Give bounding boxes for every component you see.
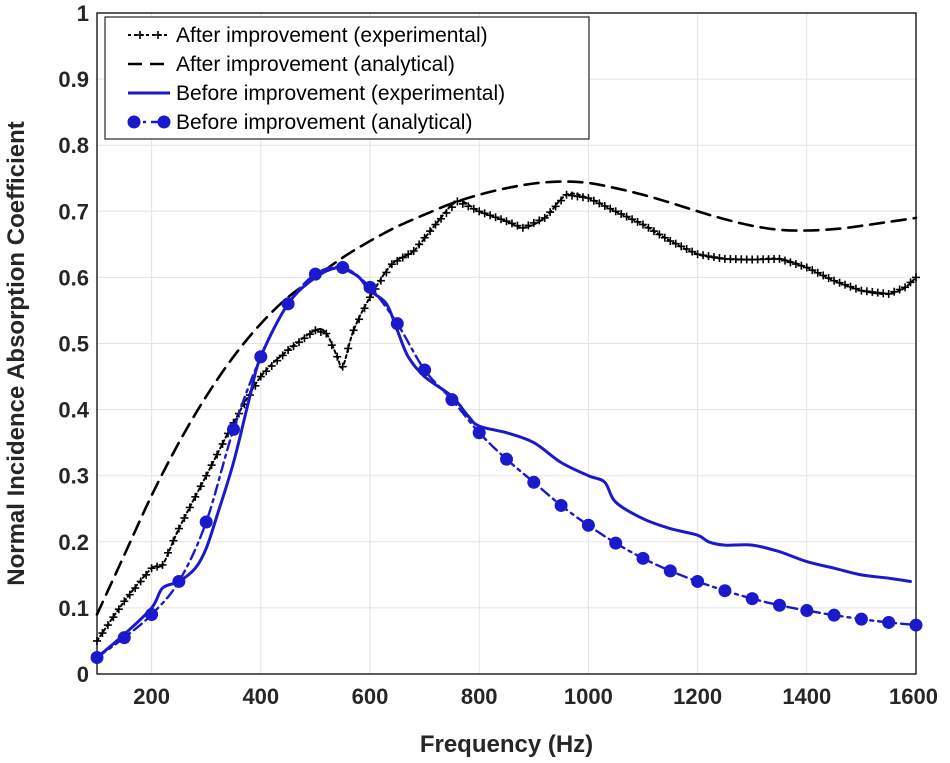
data-point (336, 260, 350, 274)
legend-label: Before improvement (experimental) (176, 82, 505, 105)
y-tick-label: 0.1 (58, 596, 89, 621)
data-point (909, 618, 923, 632)
y-tick-label: 0.8 (58, 133, 89, 158)
data-point (199, 515, 213, 529)
y-tick-label: 0.9 (58, 67, 89, 92)
series-line (95, 180, 918, 616)
y-tick-label: 0.3 (58, 464, 89, 489)
series-2 (95, 265, 912, 659)
legend-dot (157, 115, 171, 129)
data-point (418, 363, 432, 377)
tick-labels: 200 400 600 800 1000 1200 1400 1600 0 0.1 0.2 0.3 0.… (58, 1, 938, 709)
data-point (254, 350, 268, 364)
data-point (773, 598, 786, 612)
series-layer (90, 180, 923, 664)
y-tick-label: 0.6 (58, 265, 89, 290)
data-point (445, 393, 459, 407)
legend-item: After improvement (experimental) (128, 24, 488, 47)
data-point (800, 604, 814, 618)
x-axis-label: Frequency (Hz) (420, 731, 593, 758)
data-point (472, 426, 486, 440)
y-tick-label: 0.4 (58, 398, 89, 423)
data-point (363, 280, 377, 294)
data-point (308, 267, 322, 281)
data-point (172, 574, 186, 588)
legend-label: After improvement (analytical) (176, 53, 455, 76)
legend-item: Before improvement (analytical) (127, 111, 472, 134)
data-point (691, 574, 705, 588)
legend-box (104, 16, 590, 140)
data-point (527, 475, 541, 489)
legend-label: Before improvement (analytical) (176, 111, 472, 134)
plot-frame (96, 12, 917, 675)
legend-items: After improvement (experimental) After im… (127, 24, 505, 134)
data-point (281, 297, 295, 311)
x-tick-label: 800 (461, 684, 498, 709)
y-tick-label: 0.5 (58, 332, 89, 357)
data-point (581, 518, 595, 532)
data-point (636, 551, 650, 565)
data-point (609, 536, 623, 550)
data-point (90, 650, 104, 664)
x-tick-label: 1400 (782, 684, 831, 709)
data-point (117, 631, 131, 645)
x-tick-label: 400 (242, 684, 279, 709)
data-point (718, 584, 732, 598)
data-point (145, 608, 159, 622)
series-0 (93, 190, 920, 645)
x-tick-label: 1200 (673, 684, 722, 709)
legend: After improvement (experimental) After im… (104, 16, 590, 140)
legend-item: After improvement (analytical) (128, 53, 455, 76)
x-tick-label: 200 (133, 684, 170, 709)
y-tick-label: 0.2 (58, 530, 89, 555)
data-point (854, 612, 868, 626)
legend-dot (127, 115, 141, 129)
data-point (882, 615, 896, 629)
data-point (554, 498, 568, 512)
data-point (745, 592, 759, 606)
data-point (663, 564, 677, 578)
legend-label: After improvement (experimental) (176, 24, 488, 47)
series-1 (95, 180, 918, 616)
x-tick-label: 1600 (889, 684, 938, 709)
series-3 (90, 260, 923, 664)
data-point (827, 608, 841, 622)
legend-item: Before improvement (experimental) (128, 82, 505, 105)
y-tick-label: 0.7 (58, 199, 89, 224)
x-tick-label: 600 (352, 684, 389, 709)
series-line (95, 265, 912, 659)
y-tick-label: 1 (77, 1, 89, 26)
series-line (96, 192, 917, 642)
x-tick-label: 1000 (564, 684, 613, 709)
y-axis-label: Normal Incidence Absorption Coefficient (3, 121, 30, 586)
y-tick-label: 0 (77, 662, 89, 687)
data-point (500, 452, 513, 466)
data-point (390, 317, 404, 331)
data-point (227, 422, 240, 436)
